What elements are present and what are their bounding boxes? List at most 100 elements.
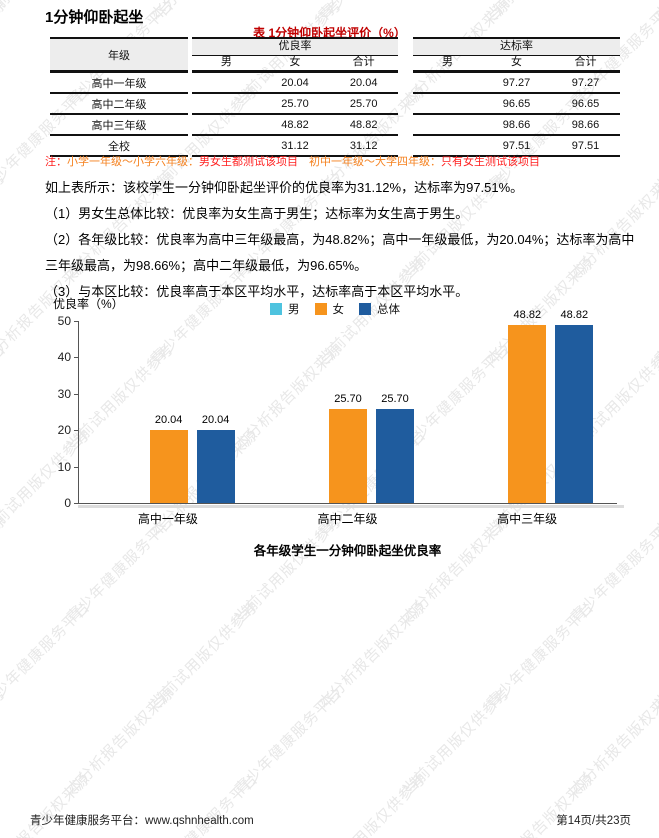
bar-value-label: 25.70: [381, 393, 409, 406]
analysis-text: 如上表所示：该校学生一分钟仰卧起坐评价的优良率为31.12%，达标率为97.51…: [45, 175, 645, 305]
subheader-total: 合计: [352, 56, 375, 68]
subheader-female: 女: [511, 56, 522, 68]
value-cell: 97.51: [502, 139, 531, 152]
bar-女: 20.04: [149, 414, 188, 503]
grade-label: 高中二年级: [91, 98, 147, 111]
y-tick-mark: [74, 503, 78, 504]
note-gap: [298, 156, 309, 168]
grade-column-header: 年级: [50, 39, 188, 73]
legend-label: 女: [332, 304, 345, 316]
subheader-male: 男: [220, 56, 232, 68]
page-title: 1分钟仰卧起坐: [45, 9, 144, 26]
value-cell: 25.70: [281, 97, 309, 110]
y-tick-mark: [74, 393, 78, 395]
y-axis-label: 优良率（%）: [53, 297, 124, 311]
table-row: 全校: [50, 136, 188, 157]
note-range-1: 小学一年级～小学六年级：: [67, 156, 199, 168]
y-tick-label: 50: [57, 314, 71, 328]
footer-platform-text: 青少年健康服务平台：www.qshnhealth.com: [30, 815, 254, 827]
grade-label: 高中三年级: [91, 119, 147, 132]
plot-area: 20.04 20.04 25.70 25.70 48.82 48.82: [78, 309, 617, 504]
pass-rate-header: 达标率: [413, 39, 620, 56]
analysis-summary: 如上表所示：该校学生一分钟仰卧起坐评价的优良率为31.12%，达标率为97.51…: [45, 180, 524, 195]
bar-group: 20.04 20.04: [79, 321, 258, 503]
analysis-point-1: （1）男女生总体比较：优良率为女生高于男生；达标率为女生高于男生。: [45, 206, 469, 221]
value-cell: 20.04: [349, 76, 378, 89]
grade-label: 高中一年级: [91, 77, 147, 90]
y-tick-label: 40: [57, 350, 71, 365]
pass-rate-subheader: 男 女 合计: [413, 56, 620, 73]
bar-总体: 25.70: [375, 393, 414, 503]
bar-总体: 48.82: [555, 309, 594, 503]
analysis-point-2: （2）各年级比较：优良率为高中三年级最高，为48.82%；高中一年级最低，为20…: [45, 232, 635, 273]
bar-value-label: 20.04: [201, 414, 230, 427]
y-tick-mark: [74, 357, 78, 359]
table-row: 97.27 97.27: [413, 73, 620, 94]
x-axis-shadow: [78, 505, 624, 508]
table-row: 98.66 98.66: [413, 115, 620, 136]
category-label: 高中二年级: [317, 512, 378, 526]
grade-column-block: 年级 高中一年级 高中二年级 高中三年级 全校: [50, 37, 188, 157]
subheader-female: 女: [289, 56, 301, 68]
legend-label: 总体: [377, 304, 400, 316]
bar-女: 25.70: [328, 393, 367, 503]
y-tick-label: 20: [57, 423, 71, 438]
chart-legend: 男 女 总体: [270, 301, 400, 317]
y-tick-mark: [74, 430, 78, 432]
value-cell: 97.27: [502, 76, 531, 89]
table-row: 高中二年级: [50, 94, 188, 115]
value-cell: 31.12: [281, 139, 309, 152]
table-note: 注：小学一年级～小学六年级：男女生都测试该项目 初中一年级～大学四年级：只有女生…: [45, 153, 540, 169]
value-cell: 25.70: [349, 97, 378, 110]
analysis-point-3: （3）与本区比较：优良率高于本区平均水平，达标率高于本区平均水平。: [45, 284, 469, 299]
y-tick-label: 10: [57, 459, 71, 474]
value-cell: 98.66: [571, 118, 600, 131]
note-range-2: 初中一年级～大学四年级：: [309, 156, 441, 168]
bar-value-label: 48.82: [513, 309, 542, 322]
subheader-total: 合计: [574, 56, 597, 68]
subheader-male: 男: [442, 56, 453, 68]
plot-bars: 20.04 20.04 25.70 25.70 48.82 48.82: [79, 309, 617, 503]
value-cell: 98.66: [502, 118, 531, 131]
table-title: 表 1分钟仰卧起坐评价（%）: [253, 26, 406, 40]
bar-value-label: 20.04: [154, 414, 183, 427]
excellent-rate-chart: 优良率（%） 男女总体 20.04 20.04 25.70 25.70 48.82 48.…: [45, 293, 625, 561]
table-row: 97.51 97.51: [413, 136, 620, 157]
excellent-rate-header: 优良率: [192, 39, 398, 56]
table-row: 31.12 31.12: [192, 136, 398, 157]
excellent-rate-subheader: 男 女 合计: [192, 56, 398, 73]
legend-item-总体: 总体: [359, 301, 400, 317]
note-desc-2: 只有女生测试该项目: [441, 156, 540, 168]
table-row: 20.04 20.04: [192, 73, 398, 94]
grade-label: 全校: [108, 140, 130, 153]
value-cell: 48.82: [349, 118, 378, 131]
note-prefix: 注：: [45, 156, 67, 168]
table-row: 高中一年级: [50, 73, 188, 94]
value-cell: 20.04: [281, 76, 309, 89]
value-cell: 48.82: [281, 118, 309, 131]
excellent-rate-block: 优良率 男 女 合计 20.04 20.04 25.70 25.70: [192, 37, 398, 157]
value-cell: 31.12: [349, 139, 378, 152]
y-tick-mark: [74, 466, 78, 468]
bar-value-label: 25.70: [334, 393, 362, 406]
bar-value-label: 48.82: [560, 309, 589, 322]
legend-label: 男: [288, 304, 300, 316]
y-tick-label: 0: [64, 496, 71, 510]
category-labels: 高中一年级 高中二年级 高中三年级: [78, 510, 617, 527]
legend-item-男: 男: [270, 301, 300, 317]
table-row: 48.82 48.82: [192, 115, 398, 136]
pass-rate-block: 达标率 男 女 合计 97.27 97.27 96.65 96.65: [413, 37, 620, 157]
table-row: 高中三年级: [50, 115, 188, 136]
bar-group: 48.82 48.82: [438, 309, 617, 503]
category-label: 高中一年级: [137, 512, 198, 526]
footer-page-number: 第14页/共23页: [556, 815, 631, 827]
legend-swatch-icon: [270, 303, 282, 315]
table-row: 96.65 96.65: [413, 94, 620, 115]
category-label: 高中三年级: [497, 512, 558, 526]
table-row: 25.70 25.70: [192, 94, 398, 115]
y-tick-mark: [74, 321, 78, 322]
bar-总体: 20.04: [196, 414, 235, 503]
value-cell: 97.27: [571, 76, 600, 89]
